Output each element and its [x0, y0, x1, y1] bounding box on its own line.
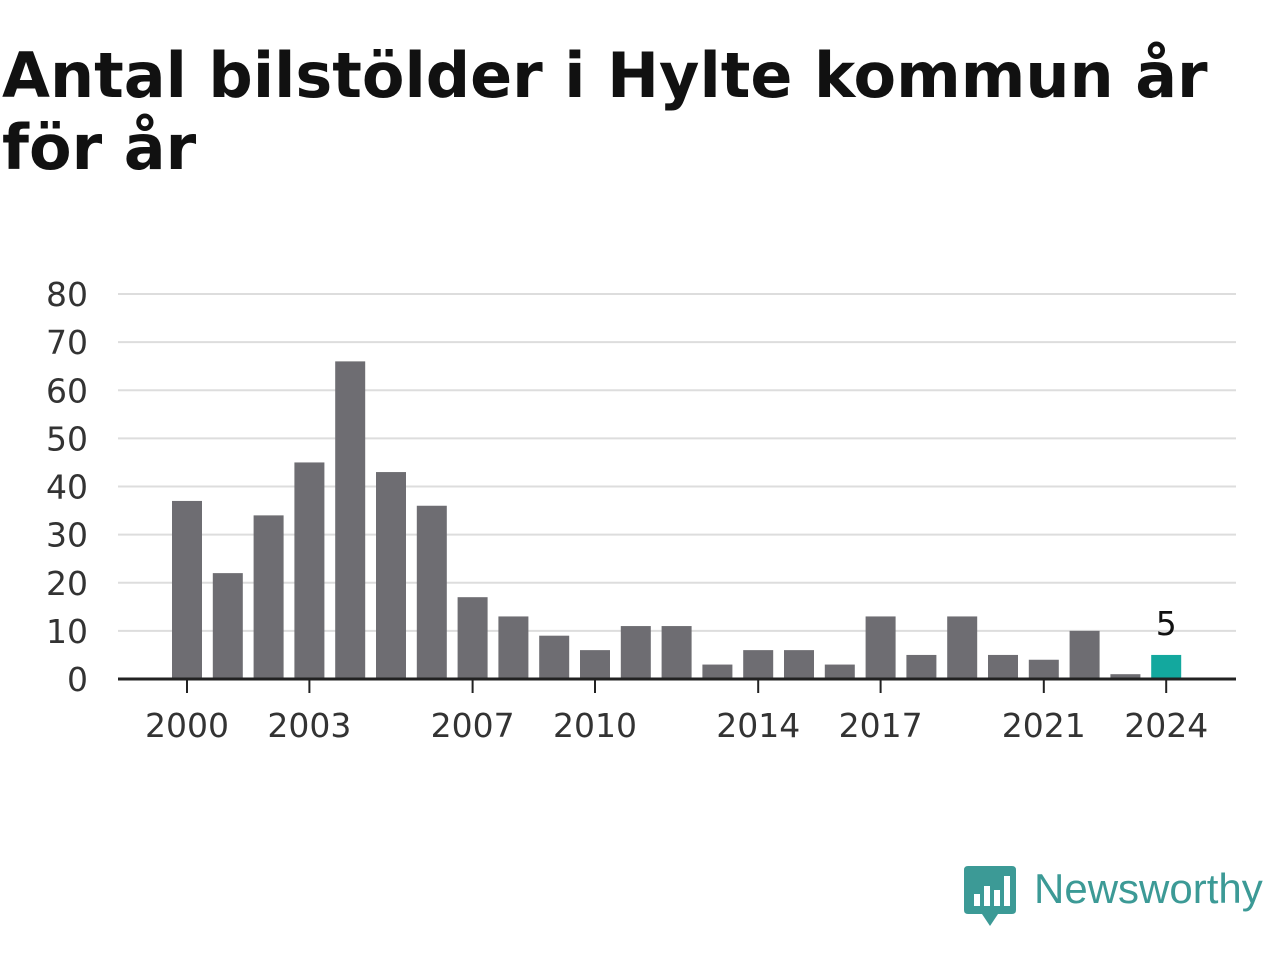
bar-2015 [784, 650, 814, 679]
newsworthy-logo-icon [964, 866, 1016, 926]
bar-2018 [906, 654, 937, 679]
gridlines [118, 293, 1236, 632]
y-tick-label: 60 [46, 371, 88, 410]
x-tick-label: 2014 [716, 706, 800, 745]
x-tick-label: 2010 [553, 706, 637, 745]
annotations: 5 [1156, 604, 1177, 643]
x-tick-label: 2021 [1002, 706, 1086, 745]
bar-2022 [1069, 630, 1100, 679]
bar-2006 [416, 505, 447, 679]
bar-2024 [1151, 654, 1182, 679]
y-tick-label: 50 [46, 419, 88, 458]
newsworthy-logo: Newsworthy [964, 864, 1280, 928]
bar-2013 [702, 664, 733, 679]
y-tick-label: 10 [46, 612, 88, 651]
data-label-2024: 5 [1156, 604, 1177, 643]
x-tick-label: 2000 [145, 706, 229, 745]
y-tick-label: 20 [46, 564, 88, 603]
bars [172, 361, 1182, 679]
y-tick-label: 80 [46, 275, 88, 314]
bar-2023 [1110, 674, 1141, 679]
y-tick-label: 30 [46, 516, 88, 555]
brand-name: Newsworthy [1034, 865, 1263, 912]
bar-2019 [947, 616, 978, 679]
x-tick-label: 2024 [1124, 706, 1208, 745]
y-tick-label: 70 [46, 323, 88, 362]
bar-2009 [539, 635, 570, 679]
bar-2017 [865, 616, 896, 679]
x-tick-label: 2007 [431, 706, 515, 745]
y-tick-label: 0 [67, 660, 88, 699]
bar-2021 [1028, 659, 1059, 679]
y-axis-labels: 0 10 20 30 40 50 60 70 80 [46, 275, 88, 699]
bar-2010 [580, 650, 610, 679]
bar-2012 [661, 626, 692, 679]
bar-2005 [376, 472, 406, 679]
bar-2004 [335, 361, 366, 679]
bar-2001 [212, 573, 243, 679]
x-tick-label: 2003 [267, 706, 351, 745]
y-tick-label: 40 [46, 468, 88, 507]
x-axis: 2000 2003 2007 2010 2014 2017 2021 2024 [118, 677, 1236, 745]
chart-title: Antal bilstölder i Hylte kommun år för å… [2, 39, 1208, 184]
bar-2002 [253, 515, 284, 679]
bar-2011 [620, 626, 651, 679]
bar-2003 [294, 462, 325, 679]
bar-2000 [172, 500, 202, 679]
bar-2008 [498, 616, 529, 679]
bar-2020 [988, 654, 1018, 679]
bar-2007 [457, 597, 488, 679]
bar-2016 [824, 664, 855, 679]
bar-2014 [743, 650, 774, 679]
x-tick-label: 2017 [839, 706, 923, 745]
